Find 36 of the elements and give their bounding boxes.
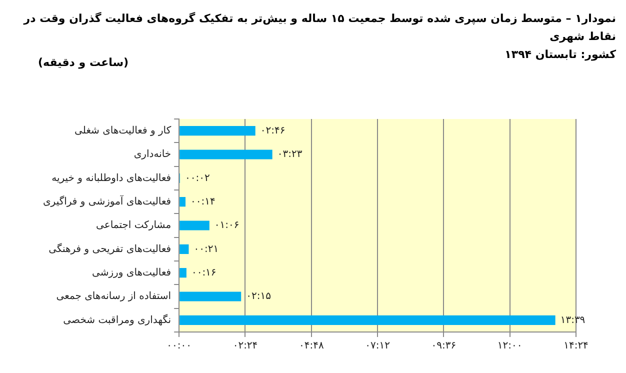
y-tick-label: فعالیت‌های ورزشی — [92, 267, 172, 278]
x-tick-label: ۱۴:۲۴ — [564, 340, 588, 352]
data-label: ۰۲:۱۵ — [246, 291, 271, 302]
bar — [180, 126, 256, 136]
x-tick-label: ۰۷:۱۲ — [365, 340, 390, 352]
y-tick-label: فعالیت‌های آموزشی و فراگیری — [42, 194, 172, 208]
chart-subtitle: کشور: تابستان ۱۳۹۴ — [504, 48, 616, 61]
data-label: ۰۲:۴۶ — [260, 125, 286, 136]
x-tick-label: ۰۴:۴۸ — [298, 340, 324, 352]
y-tick-label: کار و فعالیت‌های شغلی — [74, 125, 172, 136]
bar — [180, 268, 186, 278]
y-tick-label: نگهداری ومراقبت شخصی — [63, 314, 172, 326]
bar — [180, 197, 186, 207]
data-label: ۰۰:۰۲ — [185, 172, 210, 184]
data-label: ۰۰:۱۴ — [190, 196, 216, 208]
data-label: ۰۱:۰۶ — [214, 220, 240, 232]
x-tick-label: ۰۰:۰۰ — [166, 340, 192, 352]
y-tick-label: مشارکت اجتماعی — [96, 220, 172, 232]
y-tick-label: خانه‌داری — [134, 149, 172, 160]
data-label: ۰۰:۱۶ — [191, 267, 216, 278]
bar — [180, 292, 242, 302]
data-label: ۰۰:۲۱ — [194, 244, 219, 255]
y-tick-label: فعالیت‌های تفریحی و فرهنگی — [48, 242, 172, 255]
bar — [180, 220, 210, 230]
y-tick-label: فعالیت‌های داوطلبانه و خیریه — [52, 172, 172, 184]
bar — [180, 315, 556, 325]
data-label: ۱۳:۳۹ — [560, 314, 586, 326]
data-label: ۰۳:۲۳ — [277, 149, 303, 160]
text: (ساعت و دقیقه) — [38, 56, 129, 69]
x-tick-label: ۰۲:۲۴ — [232, 340, 258, 352]
bar — [180, 150, 272, 160]
chart-title: نمودار۱ – متوسط زمان سپری شده توسط جمعیت ۱۵ ساله و بیش‌تر به تفکیک گروه‌های فعالیت گذران وقت در نقاط شهری — [22, 11, 616, 45]
x-tick-label: ۱۲:۰۰ — [497, 340, 522, 352]
y-tick-label: استفاده از رسانه‌های جمعی — [56, 291, 172, 302]
bar — [180, 244, 189, 254]
x-tick-label: ۰۹:۳۶ — [431, 340, 456, 352]
